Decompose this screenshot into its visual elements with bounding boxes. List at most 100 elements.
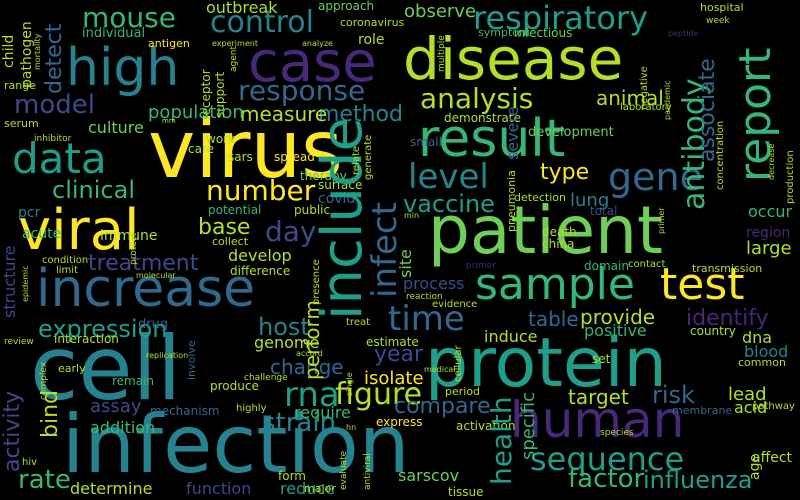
word-development: development [528, 125, 614, 140]
word-protect: protect [129, 232, 139, 265]
word-inhibitor: inhibitor [34, 134, 72, 144]
word-large: large [746, 238, 792, 259]
word-therapy: therapy [300, 169, 347, 183]
word-age: age [747, 453, 763, 480]
word-production: production [785, 150, 796, 204]
word-pathway: pathway [752, 401, 795, 412]
word-influenza: influenza [643, 466, 753, 494]
word-reduce: reduce [280, 479, 336, 498]
word-interaction: interaction [54, 332, 119, 346]
word-symptom: symptom [478, 26, 530, 39]
word-increase: increase [36, 259, 256, 319]
word-hn: species [600, 428, 634, 438]
word-blood: blood [744, 342, 789, 361]
word-mechanism: mechanism [150, 404, 220, 418]
word-pandemic: pandemic [663, 80, 672, 120]
word-induce: induce [484, 327, 538, 346]
word-negative: negative [639, 66, 650, 110]
word-major: major [304, 482, 336, 495]
word-detection: detection [514, 191, 566, 204]
word-type: type [540, 160, 590, 185]
word-specific: specific [518, 391, 539, 460]
word-review: review [4, 337, 34, 347]
word-activity: activity [0, 390, 25, 472]
word-agent: agent [229, 46, 239, 72]
word-small: small [410, 135, 442, 149]
word-process: process [403, 274, 465, 293]
word-generate: generate [363, 134, 374, 180]
word-risk: risk [652, 381, 695, 409]
word-evaluate: antiviral [363, 453, 373, 490]
word-rate: rate [18, 465, 71, 495]
word-pathogen: pathogen [19, 21, 35, 88]
word-presence: presence [311, 259, 322, 305]
word-change: change [270, 355, 344, 379]
word-strain: strain [262, 408, 337, 438]
word-experiment: experiment [212, 39, 258, 48]
word-cellular: cellular [453, 345, 464, 382]
word-week: week [706, 16, 730, 26]
word-acid: acid [734, 398, 768, 417]
word-molecular: molecular [136, 271, 176, 280]
word-support: support [213, 71, 227, 118]
word-peptide: peptide [668, 29, 699, 38]
word-spread: spread [274, 150, 315, 164]
word-contact: contact [628, 259, 666, 270]
word-antigen: antigen [148, 37, 190, 50]
word-hiv: replication [146, 351, 189, 360]
word-coronavirus: coronavirus [340, 16, 405, 29]
word-day: day [265, 215, 317, 248]
word-structure-h: structure [0, 300, 5, 301]
word-form: form [278, 469, 306, 483]
word-activation: evaluate [339, 450, 349, 490]
word-treatment: treatment [88, 251, 199, 276]
word-data: data [12, 134, 107, 183]
word-approach: approach [318, 0, 375, 13]
word-primer: primer [657, 207, 666, 234]
word-function: function [186, 479, 252, 498]
word-infectious: infectious [514, 26, 573, 40]
word-child: child [1, 34, 17, 68]
word-case: case [248, 30, 377, 95]
word-model: model [14, 90, 95, 120]
word-period: period [445, 385, 481, 398]
word-treat: treat [346, 317, 371, 328]
word-individual: individual [82, 26, 146, 41]
word-table: table [528, 307, 579, 331]
word-response: response [238, 74, 366, 107]
word-covid: covid [318, 191, 356, 207]
word-gene: gene [608, 155, 703, 199]
word-patient: patient [428, 192, 663, 269]
word-result: result [418, 109, 566, 169]
word-disease: disease [403, 25, 624, 93]
word-animal: animal [596, 86, 664, 110]
word-common: common [738, 356, 786, 369]
word-china: china [542, 237, 575, 251]
word-laboratory: laboratory [620, 102, 672, 113]
word-accord: challenge [244, 373, 288, 383]
word-concentration: concentration [715, 120, 726, 190]
word-determine: determine [70, 479, 153, 498]
word-detect: detect [42, 23, 67, 94]
word-number: number [206, 174, 316, 207]
word-min: hn [346, 423, 357, 432]
word-decrease: total [590, 204, 618, 218]
word-measure: measure [240, 102, 328, 126]
word-condition: condition [42, 255, 89, 266]
word-antiviral: complex [39, 361, 49, 400]
word-set: set [592, 352, 611, 366]
word-challenge: single [345, 372, 354, 396]
word-base: base [198, 215, 251, 240]
word-vaccine: vaccine [403, 190, 495, 218]
word-infection: infection [62, 398, 410, 491]
word-serum: serum [4, 117, 39, 130]
word-hospital: hospital [700, 1, 744, 14]
word-early: early [58, 362, 86, 375]
word-receptor: receptor [199, 69, 213, 120]
word-evidence: evidence [432, 299, 478, 310]
word-multiple: multiple [437, 35, 447, 72]
word-transmission: transmission [692, 262, 763, 275]
word-clinical: clinical [52, 176, 135, 204]
word-pcr: pcr [18, 205, 41, 221]
word-potential: potential [208, 203, 262, 217]
